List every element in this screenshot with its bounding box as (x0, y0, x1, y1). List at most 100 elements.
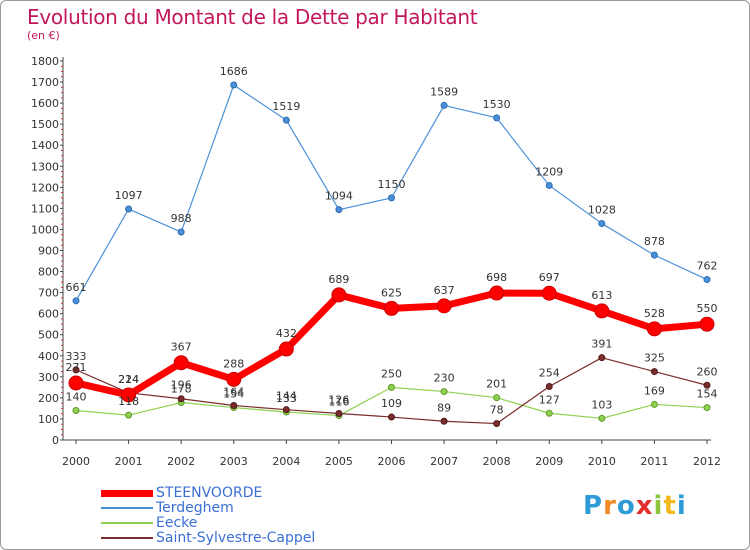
data-point-terdeghem (282, 116, 290, 124)
data-label-eecke: 250 (381, 367, 402, 380)
data-label-saint-sylvestre-cappel: 224 (118, 373, 139, 386)
legend-label: Saint-Sylvestre-Cappel (156, 530, 316, 546)
data-point-steenvoorde (541, 285, 557, 301)
data-label-eecke: 178 (171, 383, 192, 396)
x-tick-label: 2003 (220, 455, 248, 468)
y-tick-label: 1100 (31, 202, 59, 215)
x-tick-label: 2005 (325, 455, 353, 468)
data-label-eecke: 118 (118, 395, 139, 408)
logo-letter: x (635, 491, 654, 521)
data-label-eecke: 116 (328, 396, 349, 409)
x-tick-label: 2010 (588, 455, 616, 468)
legend-item: Saint-Sylvestre-Cappel (101, 531, 401, 546)
data-point-eecke (388, 383, 395, 391)
data-point-terdeghem (598, 220, 606, 228)
x-tick-label: 2011 (640, 455, 668, 468)
data-point-steenvoorde (436, 298, 452, 314)
data-label-steenvoorde: 288 (223, 357, 244, 370)
data-label-terdeghem: 1028 (588, 204, 616, 217)
x-tick-label: 2012 (693, 455, 721, 468)
data-point-eecke (125, 411, 133, 419)
data-label-saint-sylvestre-cappel: 144 (276, 390, 297, 403)
x-tick-label: 2002 (167, 455, 195, 468)
data-point-saint-sylvestre-cappel (545, 383, 553, 391)
data-label-terdeghem: 1097 (115, 189, 143, 202)
chart-subtitle: (en €) (27, 29, 60, 42)
y-tick-label: 400 (38, 350, 59, 363)
data-label-saint-sylvestre-cappel: 391 (591, 338, 612, 351)
data-label-terdeghem: 1589 (430, 85, 458, 98)
data-label-eecke: 230 (434, 372, 455, 385)
data-point-steenvoorde (594, 303, 610, 319)
data-label-saint-sylvestre-cappel: 78 (490, 404, 504, 417)
legend-item: Eecke (101, 516, 401, 531)
data-point-eecke (440, 388, 448, 396)
data-point-eecke (650, 400, 658, 408)
data-point-saint-sylvestre-cappel (493, 420, 501, 428)
data-point-eecke (72, 407, 80, 415)
y-tick-label: 600 (38, 308, 59, 321)
y-tick-label: 100 (38, 413, 59, 426)
data-label-steenvoorde: 528 (644, 307, 665, 320)
data-label-eecke: 127 (539, 393, 560, 406)
data-point-steenvoorde (489, 285, 505, 301)
legend-label: STEENVOORDE (156, 485, 263, 501)
data-point-steenvoorde (68, 375, 84, 391)
data-label-steenvoorde: 550 (697, 302, 718, 315)
data-point-terdeghem (335, 206, 343, 214)
data-label-terdeghem: 1530 (483, 98, 511, 111)
data-point-terdeghem (650, 251, 658, 259)
data-label-terdeghem: 1686 (220, 65, 248, 78)
data-label-saint-sylvestre-cappel: 196 (171, 379, 192, 392)
y-tick-label: 1200 (31, 181, 59, 194)
data-point-terdeghem (440, 101, 448, 109)
data-point-saint-sylvestre-cappel (177, 395, 185, 403)
data-point-saint-sylvestre-cappel (282, 406, 290, 414)
data-point-steenvoorde (699, 316, 715, 332)
data-label-saint-sylvestre-cappel: 260 (697, 365, 718, 378)
data-label-steenvoorde: 689 (328, 273, 349, 286)
legend-swatch (101, 507, 153, 509)
y-tick-label: 300 (38, 371, 59, 384)
y-tick-label: 1800 (31, 55, 59, 68)
data-label-saint-sylvestre-cappel: 109 (381, 397, 402, 410)
data-label-steenvoorde: 271 (66, 361, 87, 374)
data-point-steenvoorde (384, 300, 399, 316)
logo-letter: i (676, 491, 687, 521)
data-point-terdeghem (72, 297, 80, 305)
data-point-terdeghem (545, 181, 553, 189)
data-point-terdeghem (177, 228, 185, 236)
data-label-terdeghem: 1150 (378, 178, 406, 191)
data-label-eecke: 201 (486, 378, 507, 391)
data-label-saint-sylvestre-cappel: 89 (437, 401, 451, 414)
data-label-terdeghem: 1094 (325, 190, 353, 203)
y-tick-label: 1400 (31, 139, 59, 152)
data-label-terdeghem: 661 (66, 281, 87, 294)
data-label-saint-sylvestre-cappel: 126 (328, 393, 349, 406)
y-tick-label: 1000 (31, 223, 59, 236)
data-label-steenvoorde: 698 (486, 271, 507, 284)
data-label-terdeghem: 762 (697, 260, 718, 273)
data-label-terdeghem: 1209 (535, 165, 563, 178)
data-label-steenvoorde: 613 (591, 289, 612, 302)
data-point-saint-sylvestre-cappel (335, 409, 343, 417)
legend-item: Terdeghem (101, 501, 401, 516)
x-tick-label: 2008 (483, 455, 511, 468)
data-label-saint-sylvestre-cappel: 254 (539, 367, 560, 380)
data-label-terdeghem: 1519 (272, 100, 300, 113)
legend-label: Terdeghem (156, 500, 234, 516)
data-point-steenvoorde (331, 287, 347, 303)
data-point-steenvoorde (278, 341, 294, 357)
data-point-saint-sylvestre-cappel (598, 354, 606, 362)
line-chart: 0 100 200 300 400 500 600 700 800 900 1000 1100 1200… (31, 55, 721, 468)
x-tick-label: 2009 (535, 455, 563, 468)
y-tick-label: 700 (38, 287, 59, 300)
data-label-steenvoorde: 637 (434, 284, 455, 297)
data-point-eecke (703, 404, 711, 412)
x-tick-label: 2000 (62, 455, 90, 468)
legend-swatch (101, 522, 153, 524)
data-point-saint-sylvestre-cappel (650, 368, 658, 376)
data-label-saint-sylvestre-cappel: 325 (644, 352, 665, 365)
data-point-eecke (598, 414, 606, 422)
